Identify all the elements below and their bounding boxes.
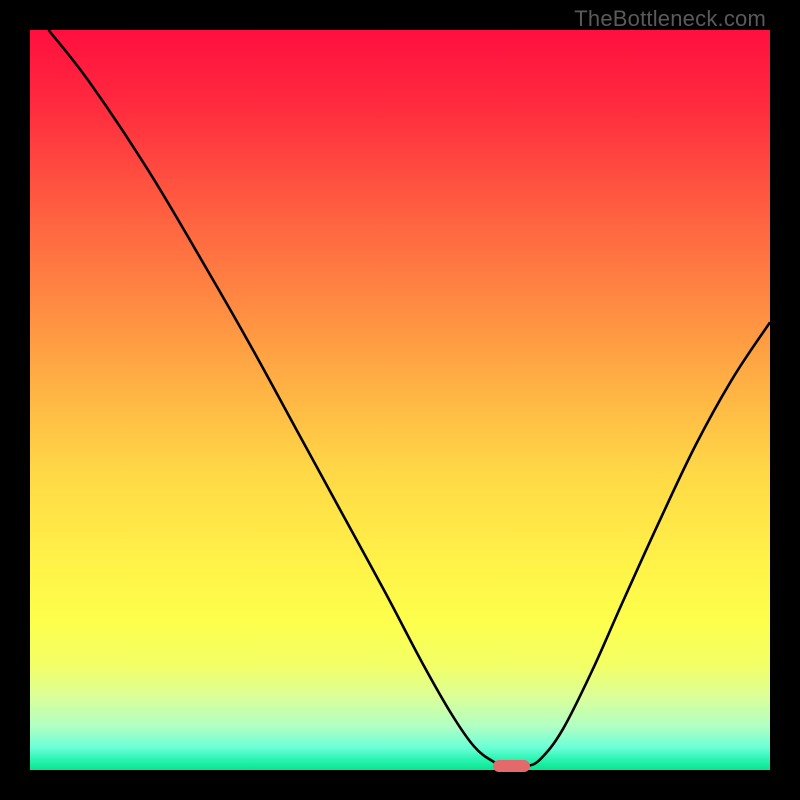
bottleneck-curve — [30, 30, 770, 770]
chart-frame: TheBottleneck.com — [0, 0, 800, 800]
watermark-text: TheBottleneck.com — [574, 6, 766, 32]
plot-area — [30, 30, 770, 770]
optimal-marker — [493, 760, 530, 772]
